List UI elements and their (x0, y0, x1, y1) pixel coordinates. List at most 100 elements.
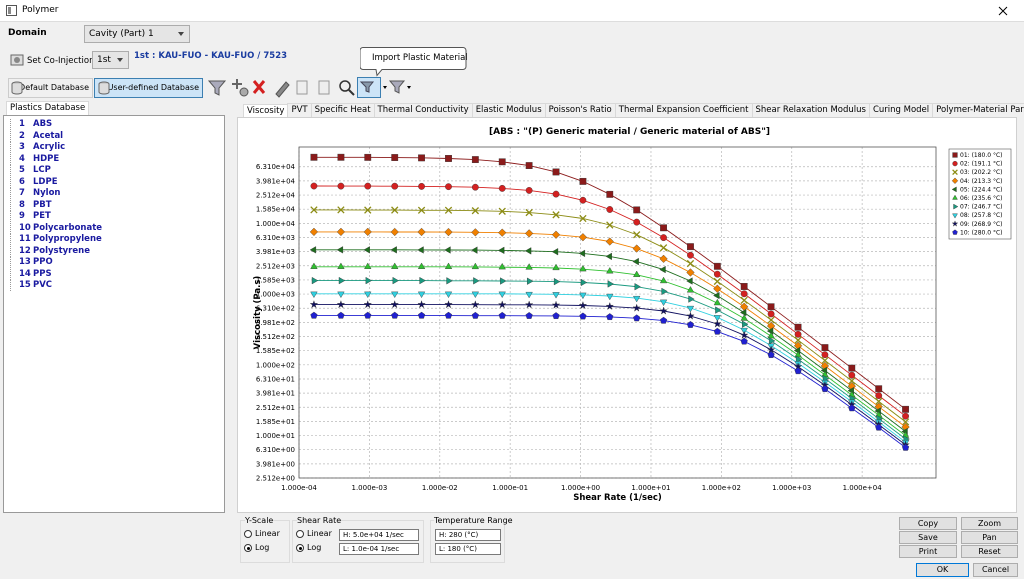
marker (338, 154, 344, 160)
item-id: 15 (19, 280, 33, 291)
y-tick-label: 1.000e+02 (256, 361, 295, 369)
shear-log[interactable]: Log (296, 543, 321, 552)
shear-low-input[interactable]: L: 1.0e-04 1/sec (339, 543, 419, 555)
legend: 01: (180.0 °C)02: (191.1 °C)03: (202.2 °… (949, 149, 1011, 239)
marker (392, 154, 398, 160)
tab[interactable]: Curing Model (869, 103, 933, 117)
marker (338, 312, 345, 318)
y-tick-label: 3.981e+01 (256, 390, 295, 398)
radio[interactable] (296, 544, 304, 552)
database-item[interactable]: 15PVC (10, 280, 52, 291)
tab[interactable]: Shear Relaxation Modulus (752, 103, 870, 117)
marker (337, 301, 344, 308)
y-tick-label: 3.981e+04 (256, 177, 296, 185)
radio[interactable] (244, 544, 252, 552)
marker (633, 232, 639, 238)
ok-button[interactable]: OK (916, 563, 969, 577)
marker (418, 292, 425, 298)
co-injection-icon[interactable] (9, 52, 25, 68)
marker (606, 313, 613, 319)
marker (364, 292, 371, 298)
marker (606, 253, 612, 260)
marker (715, 307, 721, 314)
database-item[interactable]: 11Polypropylene (10, 234, 102, 245)
marker (472, 301, 479, 308)
marker (606, 294, 613, 300)
marker (391, 247, 397, 254)
y-tick-label: 3.981e+03 (256, 248, 295, 256)
tab[interactable]: Polymer-Material Parameters (932, 103, 1024, 117)
save-button[interactable]: Save (899, 531, 957, 544)
marker (365, 154, 371, 160)
marker (876, 386, 882, 392)
marker (472, 184, 478, 190)
marker (822, 385, 829, 391)
database-item[interactable]: 1ABS (10, 119, 52, 130)
marker (633, 245, 641, 253)
shear-high-input[interactable]: H: 5.0e+04 1/sec (339, 529, 419, 541)
tab[interactable]: Poisson's Ratio (545, 103, 616, 117)
cancel-button[interactable]: Cancel (973, 563, 1018, 577)
y-scale-linear[interactable]: Linear (244, 529, 280, 538)
database-item[interactable]: 13PPO (10, 257, 53, 268)
database-item[interactable]: 3Acrylic (10, 142, 65, 153)
x-tick-label: 1.000e-02 (422, 484, 458, 492)
database-item[interactable]: 10Polycarbonate (10, 223, 102, 234)
co-injection-button[interactable]: Set Co-Injection (27, 56, 94, 66)
marker (740, 303, 748, 311)
item-id: 1 (19, 119, 33, 130)
marker (741, 297, 747, 303)
radio[interactable] (244, 530, 252, 538)
tab[interactable]: Thermal Expansion Coefficient (615, 103, 753, 117)
option-label: Linear (307, 529, 332, 538)
y-tick-label: 6.310e+01 (256, 375, 295, 383)
temp-low-input[interactable]: L: 180 (°C) (435, 543, 501, 555)
close-button[interactable] (998, 6, 1008, 16)
database-item[interactable]: 2Acetal (10, 131, 63, 142)
copy-button[interactable]: Copy (899, 517, 957, 530)
reset-button[interactable]: Reset (961, 545, 1018, 558)
tab[interactable]: Thermal Conductivity (374, 103, 473, 117)
co-injection-select[interactable]: 1st (92, 51, 129, 69)
marker (633, 315, 640, 321)
marker (875, 411, 882, 417)
marker (902, 406, 908, 412)
y-scale-log[interactable]: Log (244, 543, 269, 552)
zoom-button[interactable]: Zoom (961, 517, 1018, 530)
temp-high-input[interactable]: H: 280 (°C) (435, 529, 501, 541)
app-icon (6, 5, 17, 16)
print-button[interactable]: Print (899, 545, 957, 558)
tab[interactable]: Elastic Modulus (472, 103, 546, 117)
item-name: PVC (33, 280, 52, 290)
pan-button[interactable]: Pan (961, 531, 1018, 544)
database-tab[interactable]: Plastics Database (6, 101, 89, 115)
database-item[interactable]: 12Polystyrene (10, 246, 90, 257)
item-name: PPS (33, 269, 52, 279)
database-item[interactable]: 9PET (10, 211, 51, 222)
toolbar-icons[interactable] (206, 76, 416, 100)
domain-select[interactable]: Cavity (Part) 1 (84, 25, 190, 43)
y-tick-label: 2.512e+04 (256, 192, 296, 200)
database-item[interactable]: 7Nylon (10, 188, 60, 199)
database-item[interactable]: 6LDPE (10, 177, 58, 188)
y-scale-label: Y-Scale (245, 516, 273, 525)
radio[interactable] (296, 530, 304, 538)
y-tick-label: 2.512e+03 (256, 262, 295, 270)
shear-linear[interactable]: Linear (296, 529, 332, 538)
tab[interactable]: PVT (287, 103, 311, 117)
tab[interactable]: Specific Heat (311, 103, 375, 117)
marker (311, 312, 318, 318)
marker (445, 292, 452, 298)
tab[interactable]: Viscosity (243, 104, 288, 118)
database-item[interactable]: 8PBT (10, 200, 52, 211)
marker (447, 277, 453, 284)
item-id: 10 (19, 223, 33, 234)
database-item[interactable]: 4HDPE (10, 154, 59, 165)
database-item[interactable]: 5LCP (10, 165, 51, 176)
legend-label: 02: (191.1 °C) (960, 161, 1003, 168)
marker (741, 283, 747, 289)
marker (741, 331, 748, 338)
marker (822, 344, 828, 350)
legend-label: 01: (180.0 °C) (960, 152, 1003, 159)
database-item[interactable]: 14PPS (10, 269, 52, 280)
